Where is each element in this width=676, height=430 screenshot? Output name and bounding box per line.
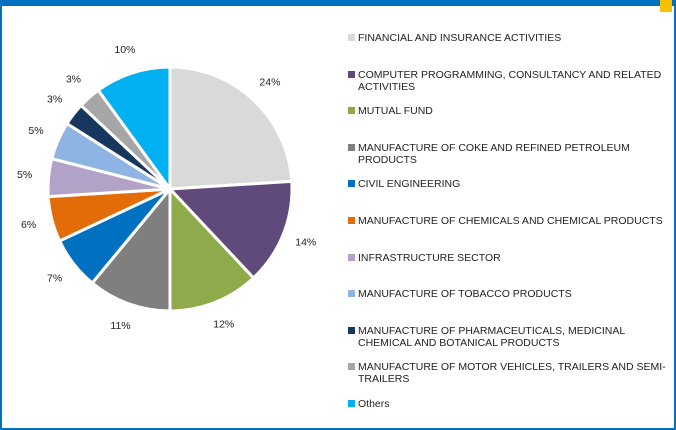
top-bar: [0, 0, 676, 6]
legend-label: COMPUTER PROGRAMMING, CONSULTANCY AND RE…: [358, 68, 662, 93]
legend-item: CIVIL ENGINEERING: [348, 178, 666, 190]
legend-item: MANUFACTURE OF COKE AND REFINED PETROLEU…: [348, 142, 666, 166]
corner-badge: [660, 0, 672, 12]
data-label: 24%: [259, 76, 280, 88]
legend-swatch: [348, 217, 355, 224]
legend-item: Others: [348, 398, 666, 410]
legend-item: COMPUTER PROGRAMMING, CONSULTANCY AND RE…: [348, 69, 666, 93]
left-border: [0, 0, 2, 430]
legend-label: MANUFACTURE OF TOBACCO PRODUCTS: [358, 288, 572, 301]
legend-item: MUTUAL FUND: [348, 105, 666, 117]
legend-item: FINANCIAL AND INSURANCE ACTIVITIES: [348, 32, 666, 44]
pie-slice: [96, 65, 172, 194]
legend-swatch: [348, 326, 355, 334]
data-label: 3%: [66, 73, 81, 85]
data-label: 6%: [21, 219, 36, 231]
legend-item: MANUFACTURE OF PHARMACEUTICALS, MEDICINA…: [348, 325, 666, 349]
legend-swatch: [348, 107, 355, 115]
legend-label: MANUFACTURE OF CHEMICALS AND CHEMICAL PR…: [358, 215, 663, 227]
legend-item: INFRASTRUCTURE SECTOR: [348, 252, 666, 264]
legend-label: MANUFACTURE OF MOTOR VEHICLES, TRAILERS …: [358, 361, 666, 386]
legend-label: MANUFACTURE OF COKE AND REFINED PETROLEU…: [358, 141, 630, 166]
legend-swatch: [348, 143, 355, 151]
legend-label: MUTUAL FUND: [358, 105, 433, 118]
legend-label: Others: [358, 398, 390, 410]
bottom-border: [0, 428, 676, 430]
data-label: 3%: [47, 93, 62, 105]
legend-label: MANUFACTURE OF PHARMACEUTICALS, MEDICINA…: [358, 324, 625, 349]
pie-slice: [166, 179, 294, 281]
legend-swatch: [348, 400, 355, 407]
legend-label: INFRASTRUCTURE SECTOR: [358, 251, 501, 264]
legend-item: MANUFACTURE OF CHEMICALS AND CHEMICAL PR…: [348, 215, 666, 227]
data-label: 10%: [114, 44, 135, 56]
legend-item: MANUFACTURE OF TOBACCO PRODUCTS: [348, 288, 666, 300]
legend-swatch: [348, 290, 355, 298]
legend-swatch: [348, 180, 355, 188]
data-label: 11%: [110, 320, 130, 332]
data-label: 14%: [295, 237, 316, 249]
pie-slice: [90, 184, 172, 313]
right-border: [674, 0, 676, 430]
data-label: 12%: [213, 319, 234, 331]
legend-swatch: [348, 70, 355, 78]
legend-label: FINANCIAL AND INSURANCE ACTIVITIES: [358, 32, 562, 44]
data-label: 5%: [28, 125, 43, 137]
legend-swatch: [348, 253, 355, 261]
legend-swatch: [348, 34, 355, 41]
data-label: 5%: [17, 169, 32, 181]
pie-slice: [168, 185, 256, 313]
legend-swatch: [348, 363, 355, 371]
pie-slice: [168, 65, 294, 191]
data-label: 7%: [47, 272, 62, 284]
legend-item: MANUFACTURE OF MOTOR VEHICLES, TRAILERS …: [348, 361, 666, 385]
legend-label: CIVIL ENGINEERING: [358, 178, 461, 191]
